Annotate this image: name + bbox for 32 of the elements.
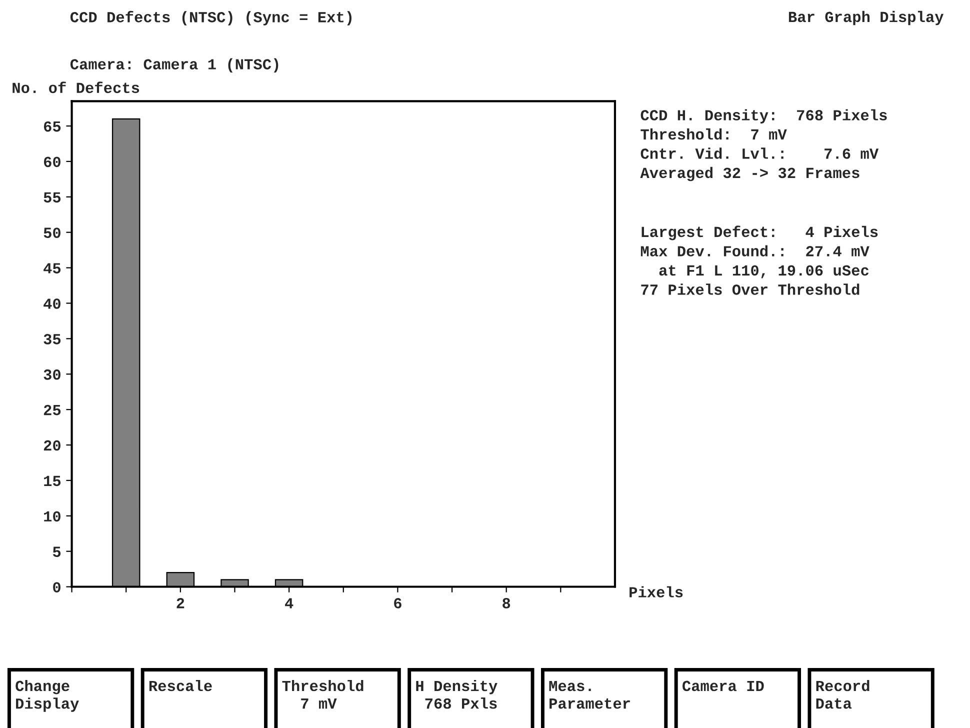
y-tick-label: 25: [44, 404, 61, 416]
y-tick-label: 15: [44, 476, 61, 486]
x-tick-label: 6: [394, 598, 402, 608]
text: H Density 768 Pxls: [416, 680, 498, 709]
y-tick-label: 0: [53, 582, 60, 592]
text: Rescale: [149, 680, 212, 692]
y-tick-label: 35: [44, 334, 61, 344]
y-tick-label: 20: [44, 440, 60, 451]
chart-title: CCD Defects (NTSC) (Sync = Ext): [70, 10, 352, 26]
y-tick-label: 5: [52, 546, 61, 558]
y-tick-label: 10: [44, 511, 60, 522]
text: Threshold 7 mV: [282, 680, 364, 709]
x-tick-label: 8: [502, 598, 510, 608]
text: CCD H. Density: 768 Pixels Threshold: 7 mV Cntr. Vid. Lvl.: 7.6 mV Averaged 32 -> 32 Frames: [640, 109, 887, 182]
text: Meas. Parameter: [549, 680, 630, 709]
y-tick-label: 50: [44, 228, 60, 238]
y-tick-label: 45: [44, 263, 61, 274]
y-axis-title: No. of Defects: [12, 82, 140, 94]
text: Record Data: [816, 680, 870, 709]
text: Bar Graph Display: [788, 10, 944, 26]
y-tick-label: 65: [44, 121, 61, 132]
x-tick-label: 2: [176, 598, 184, 608]
text: Camera ID: [682, 680, 764, 692]
chart-subtitle: Camera: Camera 1 (NTSC): [70, 58, 278, 72]
text: Largest Defect: 4 Pixels Max Dev. Found.: 27.4 mV at F1 L 110, 19.06 uSec 77 Pixels Over Threshold: [640, 226, 878, 295]
text: Change Display: [16, 680, 79, 712]
y-tick-label: 60: [44, 156, 60, 168]
y-tick-label: 30: [44, 369, 60, 380]
x-axis-title: Pixels: [630, 586, 683, 598]
y-tick-label: 40: [44, 298, 60, 309]
y-tick-label: 55: [44, 192, 61, 203]
x-tick-label: 4: [285, 598, 294, 608]
